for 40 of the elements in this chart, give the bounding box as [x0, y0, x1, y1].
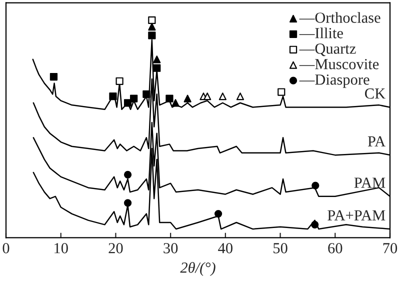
x-axis-title: 2θ/(°) [180, 262, 216, 276]
legend-label: —Illite [299, 28, 343, 38]
point [153, 56, 161, 64]
point [312, 182, 320, 190]
series-label: CK [365, 88, 386, 99]
series-label: PA [368, 136, 386, 146]
point [50, 72, 58, 81]
point [236, 92, 244, 100]
x-tick-label: 60 [328, 243, 342, 254]
point [124, 170, 132, 178]
x-tick-label: 50 [274, 243, 288, 254]
point [218, 92, 226, 100]
point [172, 99, 180, 107]
point [142, 90, 150, 98]
point [148, 16, 156, 24]
point [204, 92, 212, 100]
point [214, 210, 222, 218]
legend-label: —Diaspore [299, 74, 370, 88]
x-tick-label: 20 [108, 243, 123, 254]
point [166, 94, 174, 102]
point [124, 99, 132, 107]
point [124, 199, 132, 207]
point [278, 88, 286, 96]
point [116, 77, 124, 85]
point [311, 220, 319, 228]
x-tick-label: 10 [54, 243, 68, 254]
legend-label: —Quartz [299, 44, 356, 56]
x-tick-label: 70 [383, 243, 398, 254]
series-label: PA+PAM [328, 210, 386, 220]
point [184, 94, 192, 102]
point [148, 32, 156, 40]
legend-label: —Muscovite [299, 59, 379, 70]
x-tick-label: 40 [218, 243, 232, 254]
x-tick-label: 30 [164, 243, 178, 254]
point [109, 92, 117, 100]
x-tick-label: 0 [2, 243, 10, 254]
point [130, 94, 138, 102]
legend-label: —Orthoclase [299, 12, 380, 23]
point [153, 64, 161, 72]
series-label: PAM [354, 178, 386, 188]
